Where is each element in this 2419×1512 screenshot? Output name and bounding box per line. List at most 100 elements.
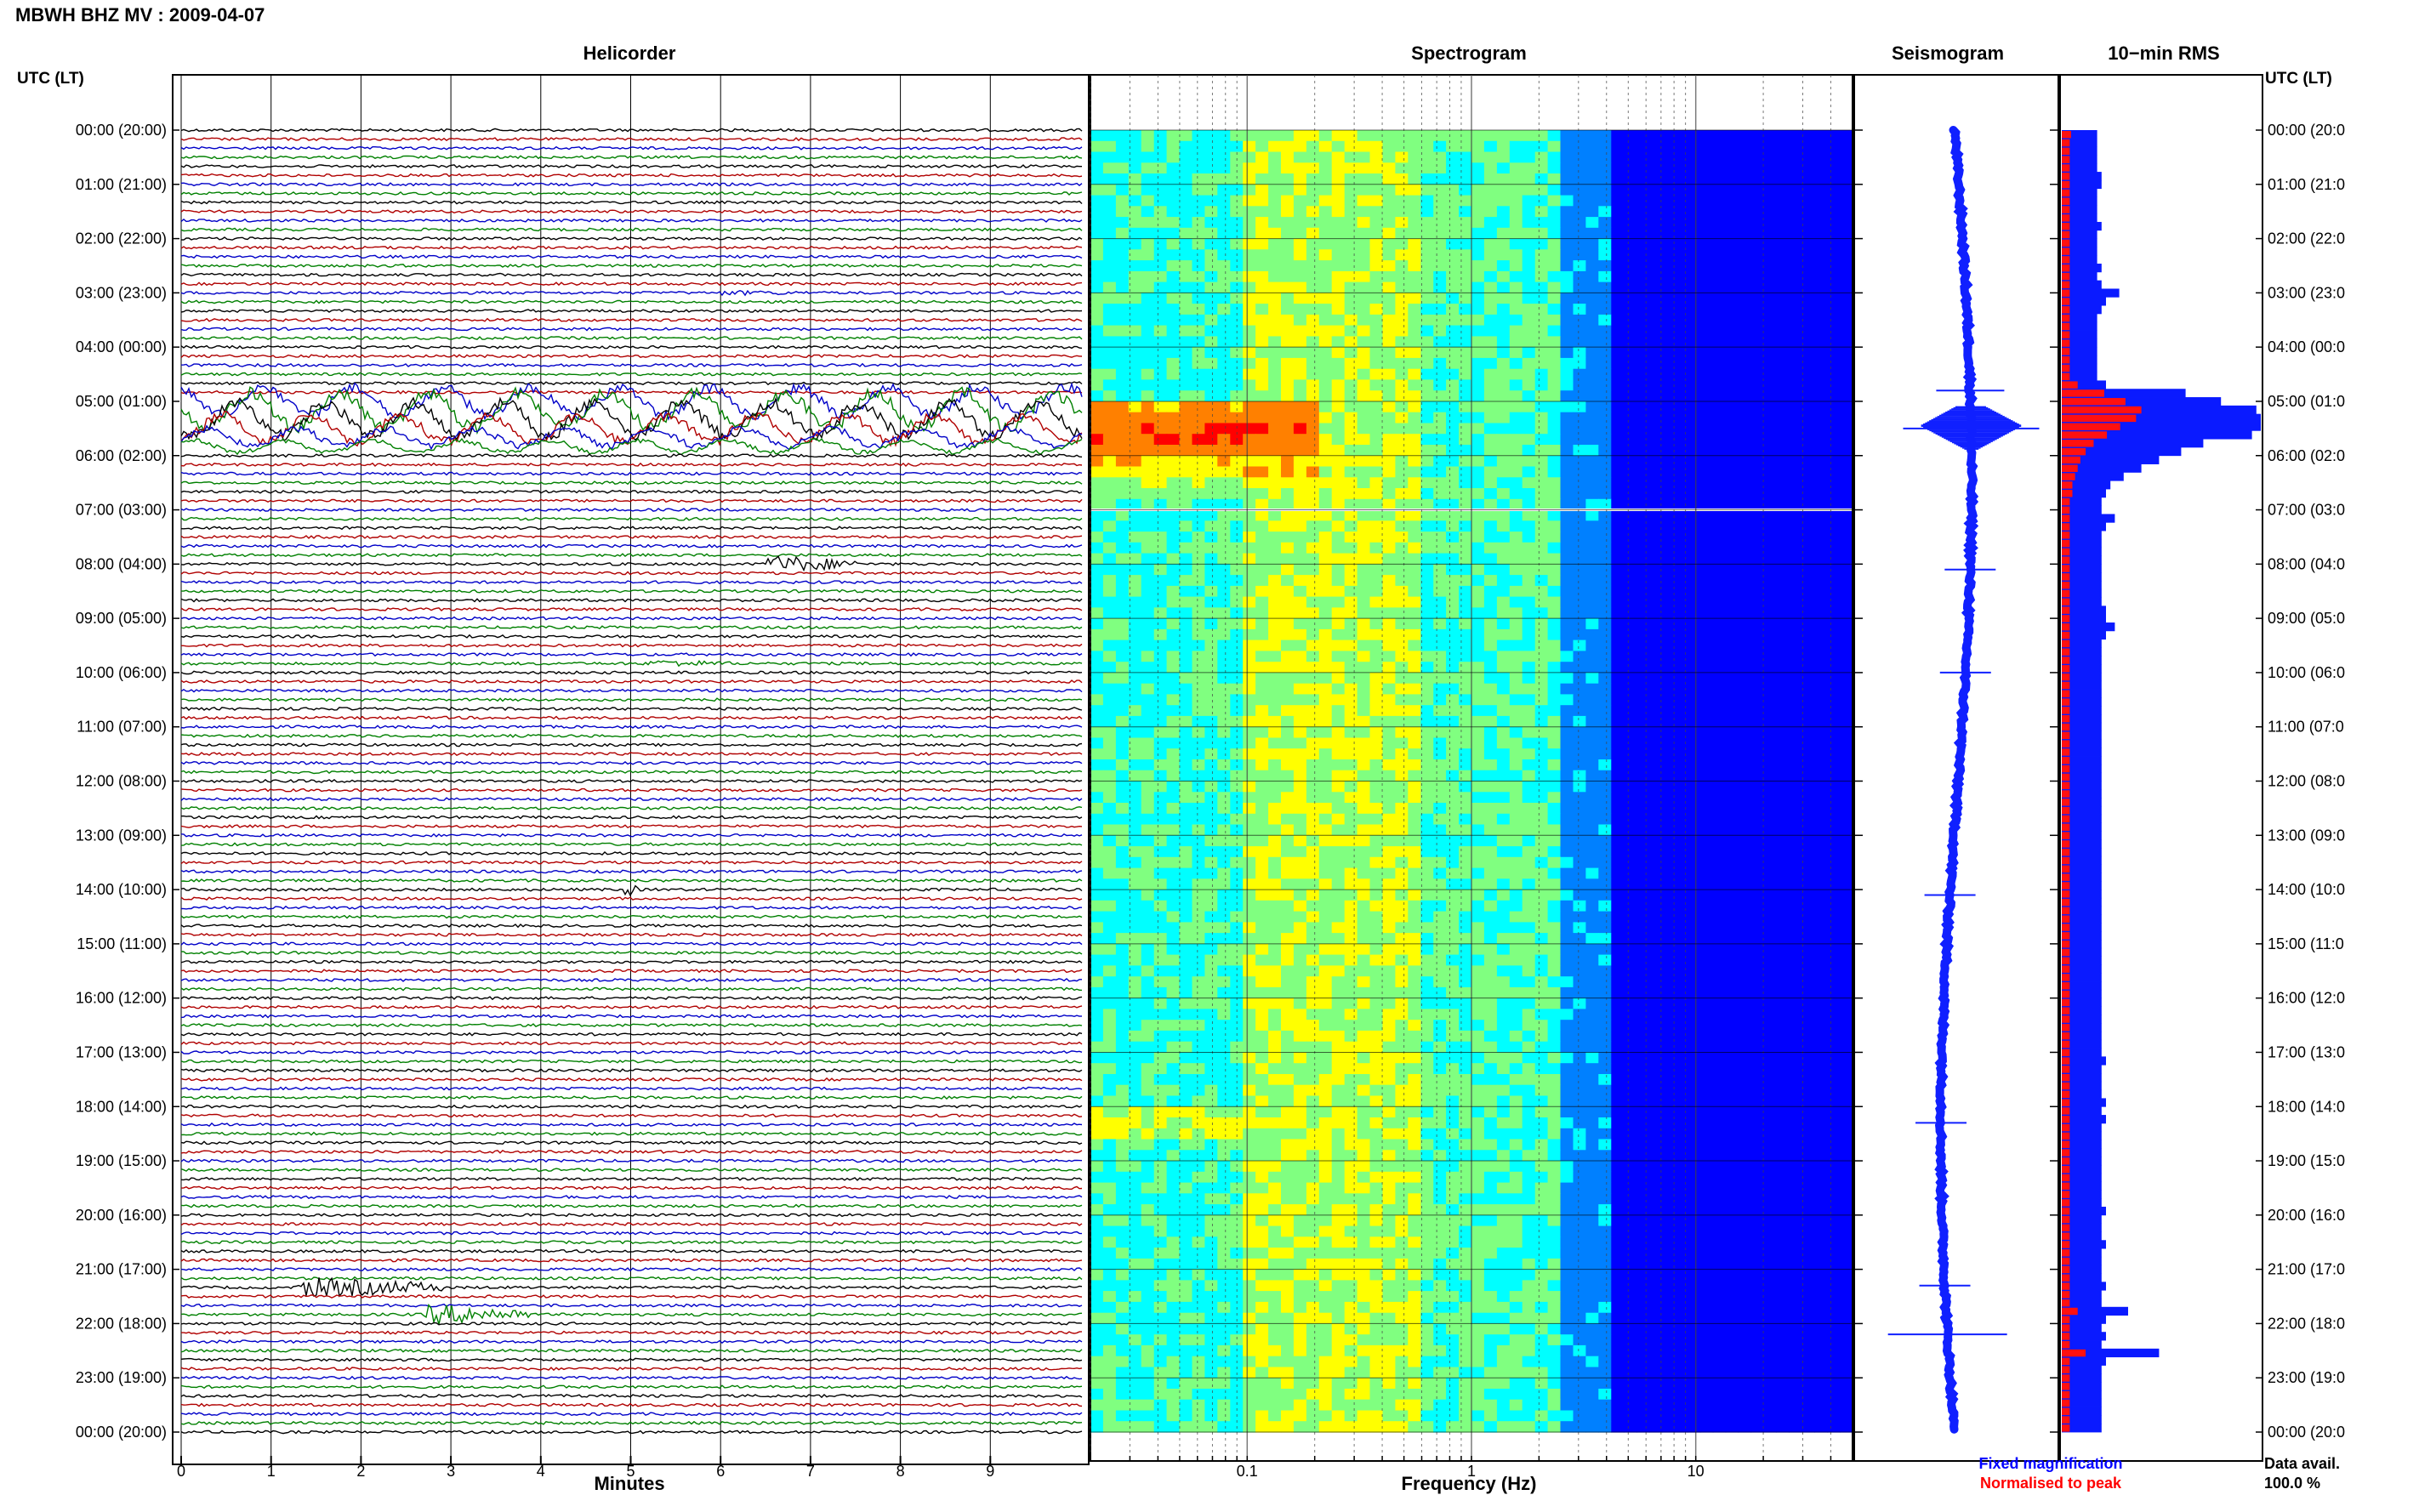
spectrogram-cell [1598, 564, 1612, 576]
spectrogram-cell [1115, 846, 1130, 858]
spectrogram-cell [1217, 509, 1231, 521]
spectrogram-cell [1459, 672, 1472, 685]
spectrogram-cell [1179, 803, 1192, 815]
spectrogram-cell [1763, 867, 1777, 879]
spectrogram-cell [1459, 813, 1472, 826]
spectrogram-cell [1243, 998, 1256, 1010]
spectrogram-cell [1217, 390, 1231, 402]
spectrogram-cell [1509, 130, 1523, 142]
spectrogram-cell [1230, 715, 1244, 728]
spectrogram-cell [1840, 694, 1853, 706]
spectrogram-cell [1547, 249, 1562, 261]
spectrogram-cell [1344, 260, 1358, 272]
spectrogram-cell [1102, 628, 1117, 641]
spectrogram-cell [1725, 368, 1739, 381]
spectrogram-cell [1560, 662, 1574, 674]
spectrogram-cell [1750, 900, 1764, 912]
spectrogram-cell [1547, 715, 1562, 728]
spectrogram-cell [1840, 726, 1853, 739]
helicorder-trace [180, 254, 1083, 259]
spectrogram-cell [1738, 249, 1752, 261]
spectrogram-cell [1369, 672, 1383, 685]
spectrogram-cell [1344, 314, 1358, 327]
spectrogram-cell [1840, 423, 1853, 435]
spectrogram-cell [1369, 412, 1383, 424]
spectrogram-cell [1433, 531, 1447, 543]
spectrogram-cell [1331, 151, 1346, 163]
spectrogram-cell [1522, 639, 1536, 651]
spectrogram-cell [1611, 509, 1625, 521]
spectrogram-cell [1534, 813, 1549, 826]
spectrogram-cell [1344, 976, 1358, 988]
spectrogram-cell [1420, 173, 1434, 185]
spectrogram-cell [1649, 911, 1663, 923]
spectrogram-cell [1522, 434, 1536, 446]
spectrogram-cell [1699, 347, 1714, 359]
spectrogram-cell [1090, 575, 1104, 587]
spectrogram-cell [1573, 564, 1586, 576]
spectrogram-cell [1306, 270, 1320, 283]
spectrogram-cell [1217, 293, 1231, 304]
spectrogram-cell [1243, 434, 1256, 446]
spectrogram-cell [1674, 488, 1688, 500]
spectrogram-cell [1801, 520, 1815, 532]
spectrogram-cell [1534, 217, 1549, 229]
spectrogram-cell [1408, 639, 1421, 651]
spectrogram-cell [1738, 293, 1752, 304]
spectrogram-cell [1560, 878, 1574, 890]
spectrogram-cell [1306, 651, 1320, 662]
spectrogram-cell [1102, 662, 1117, 674]
spectrogram-cell [1636, 304, 1650, 315]
spectrogram-cell [1166, 293, 1181, 304]
spectrogram-cell [1840, 304, 1853, 315]
spectrogram-cell [1636, 694, 1650, 706]
spectrogram-cell [1712, 694, 1727, 706]
spectrogram-cell [1611, 607, 1625, 619]
spectrogram-cell [1814, 965, 1828, 977]
helicorder-trace [180, 1321, 1083, 1326]
spectrogram-cell [1483, 564, 1498, 576]
spectrogram-cell [1699, 357, 1714, 370]
spectrogram-cell [1446, 672, 1460, 685]
spectrogram-cell [1509, 694, 1523, 706]
helicorder-trace [180, 905, 1082, 910]
spectrogram-cell [1687, 509, 1701, 521]
spectrogram-cell [1585, 781, 1599, 793]
spectrogram-cell [1128, 379, 1142, 391]
spectrogram-cell [1573, 206, 1586, 218]
spectrogram-cell [1268, 575, 1282, 587]
spectrogram-cell [1153, 173, 1168, 185]
spectrogram-cell [1446, 173, 1460, 185]
spectrogram-cell [1534, 347, 1549, 359]
spectrogram-cell [1217, 325, 1231, 337]
spectrogram-cell [1585, 911, 1599, 923]
spectrogram-cell [1293, 184, 1307, 196]
spectrogram-cell [1382, 304, 1396, 315]
spectrogram-cell [1573, 401, 1586, 413]
spectrogram-cell [1674, 986, 1688, 999]
spectrogram-cell [1840, 683, 1853, 696]
spectrogram-cell [1585, 585, 1599, 598]
spectrogram-cell [1725, 867, 1739, 879]
spectrogram-cell [1649, 445, 1663, 457]
spectrogram-cell [1573, 162, 1586, 174]
spectrogram-cell [1814, 542, 1828, 554]
spectrogram-cell [1522, 705, 1536, 717]
spectrogram-cell [1496, 477, 1511, 489]
spectrogram-cell [1115, 357, 1130, 370]
spectrogram-cell [1420, 195, 1434, 207]
spectrogram-cell [1738, 867, 1752, 879]
spectrogram-cell [1509, 151, 1523, 163]
spectrogram-cell [1293, 694, 1307, 706]
spectrogram-cell [1382, 792, 1396, 804]
spectrogram-cell [1306, 140, 1320, 153]
spectrogram-cell [1153, 564, 1168, 576]
helicorder-trace [180, 1394, 1083, 1399]
spectrogram-cell [1204, 336, 1218, 348]
spectrogram-cell [1674, 575, 1688, 587]
spectrogram-cell [1624, 813, 1637, 826]
spectrogram-cell [1662, 976, 1676, 988]
spectrogram-cell [1166, 607, 1181, 619]
spectrogram-cell [1573, 281, 1586, 293]
spectrogram-cell [1483, 553, 1498, 565]
